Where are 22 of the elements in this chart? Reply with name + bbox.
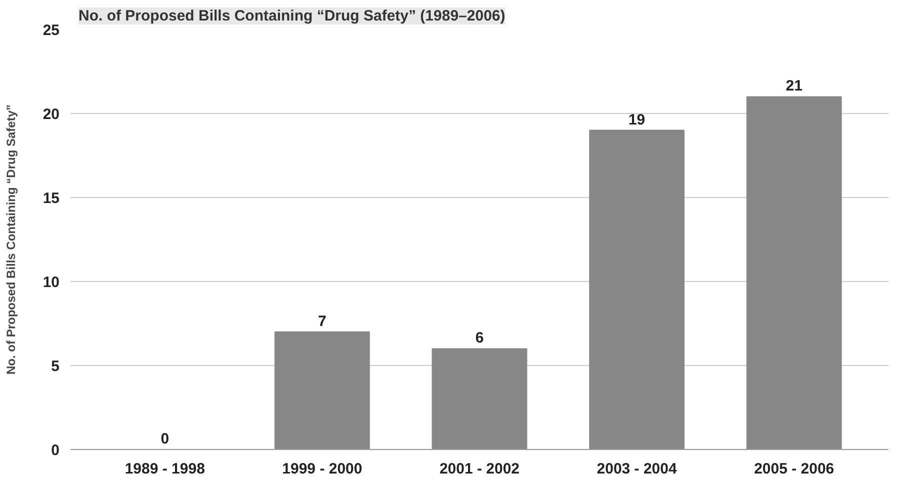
y-axis-title: No. of Proposed Bills Containing “Drug Safety” bbox=[4, 104, 18, 375]
data-label: 7 bbox=[318, 312, 326, 330]
y-tick-label: 5 bbox=[51, 358, 60, 375]
bar bbox=[432, 348, 528, 450]
x-tick-label: 1989 - 1998 bbox=[124, 460, 205, 478]
bar bbox=[746, 96, 842, 450]
y-tick-label: 0 bbox=[51, 442, 60, 459]
y-tick-label: 15 bbox=[42, 190, 60, 207]
chart-title: No. of Proposed Bills Containing “Drug Safety” (1989–2006) bbox=[78, 8, 506, 24]
data-label: 19 bbox=[628, 111, 646, 128]
y-tick-label: 10 bbox=[42, 274, 60, 291]
x-tick-label: 2001 - 2002 bbox=[439, 460, 520, 478]
x-tick-label: 1999 - 2000 bbox=[282, 460, 362, 478]
y-tick-label: 25 bbox=[42, 22, 60, 39]
data-label: 6 bbox=[475, 330, 484, 347]
x-tick-label: 2003 - 2004 bbox=[596, 460, 678, 478]
bar bbox=[274, 331, 370, 450]
data-label: 0 bbox=[160, 430, 170, 448]
y-tick-label: 20 bbox=[42, 106, 60, 123]
data-label: 21 bbox=[786, 78, 802, 95]
bar bbox=[589, 130, 684, 450]
x-tick-label: 2005 - 2006 bbox=[754, 460, 834, 478]
